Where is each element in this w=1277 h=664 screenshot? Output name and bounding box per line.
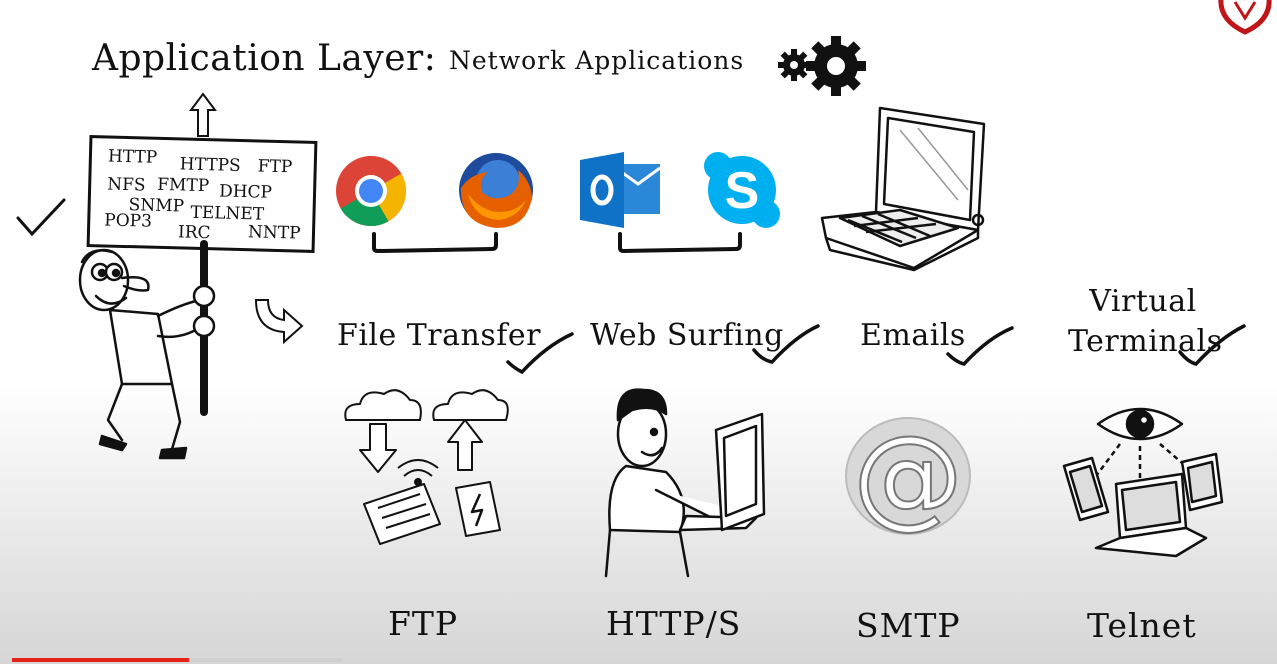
- check-icon: [506, 332, 574, 375]
- virtual-terminals-illustration: [1062, 407, 1224, 558]
- file-transfer-illustration: [344, 389, 509, 545]
- outlook-icon: [580, 152, 661, 228]
- protocol-label: HTTP: [107, 146, 158, 168]
- firefox-icon: [459, 153, 533, 228]
- protocol-label: TELNET: [190, 202, 265, 225]
- curved-arrow-icon: [254, 299, 304, 345]
- protocol-label: FMTP: [156, 174, 210, 197]
- up-arrow-icon: [189, 92, 217, 137]
- svg-text:@: @: [853, 412, 963, 540]
- at-sign-icon: @: [845, 411, 971, 541]
- category-web-surfing: Web Surfing: [590, 318, 784, 353]
- gears-icon: [778, 36, 866, 96]
- bracket-messaging: [618, 232, 742, 254]
- check-icon: [946, 326, 1014, 366]
- bracket-browsers: [372, 232, 498, 254]
- protocol-sign: HTTP HTTPS FTP NFS FMTP DHCP SNMP TELNET…: [86, 135, 318, 253]
- skype-icon: S: [704, 152, 780, 228]
- channel-logo-icon[interactable]: [1217, 0, 1273, 35]
- web-surfing-illustration: [604, 388, 766, 578]
- protocol-label: IRC: [177, 222, 211, 244]
- laptop-icon: [820, 106, 986, 272]
- protocol-label: DHCP: [218, 181, 273, 203]
- protocol-label: POP3: [104, 210, 153, 232]
- protocol-telnet: Telnet: [1087, 606, 1197, 645]
- protocol-ftp: FTP: [388, 604, 459, 643]
- slide-title: Application Layer:: [92, 38, 437, 79]
- check-icon: [752, 324, 820, 364]
- check-icon: [1178, 324, 1246, 366]
- protocol-label: FTP: [257, 156, 293, 178]
- protocol-label: HTTPS: [179, 154, 241, 176]
- slide-subtitle: Network Applications: [449, 46, 745, 75]
- video-progress-fill[interactable]: [12, 658, 189, 662]
- check-icon: [16, 198, 66, 237]
- protocol-label: NNTP: [247, 222, 301, 244]
- protocol-smtp: SMTP: [856, 606, 961, 645]
- category-emails: Emails: [860, 318, 966, 353]
- protocol-label: NFS: [106, 174, 146, 196]
- category-file-transfer: File Transfer: [337, 318, 541, 353]
- chrome-icon: [336, 156, 406, 226]
- category-virtual-terminals: Virtual Terminals: [1068, 284, 1223, 359]
- cartoon-man-illustration: [78, 240, 216, 460]
- svg-text:S: S: [725, 162, 760, 220]
- protocol-http: HTTP/S: [606, 604, 742, 643]
